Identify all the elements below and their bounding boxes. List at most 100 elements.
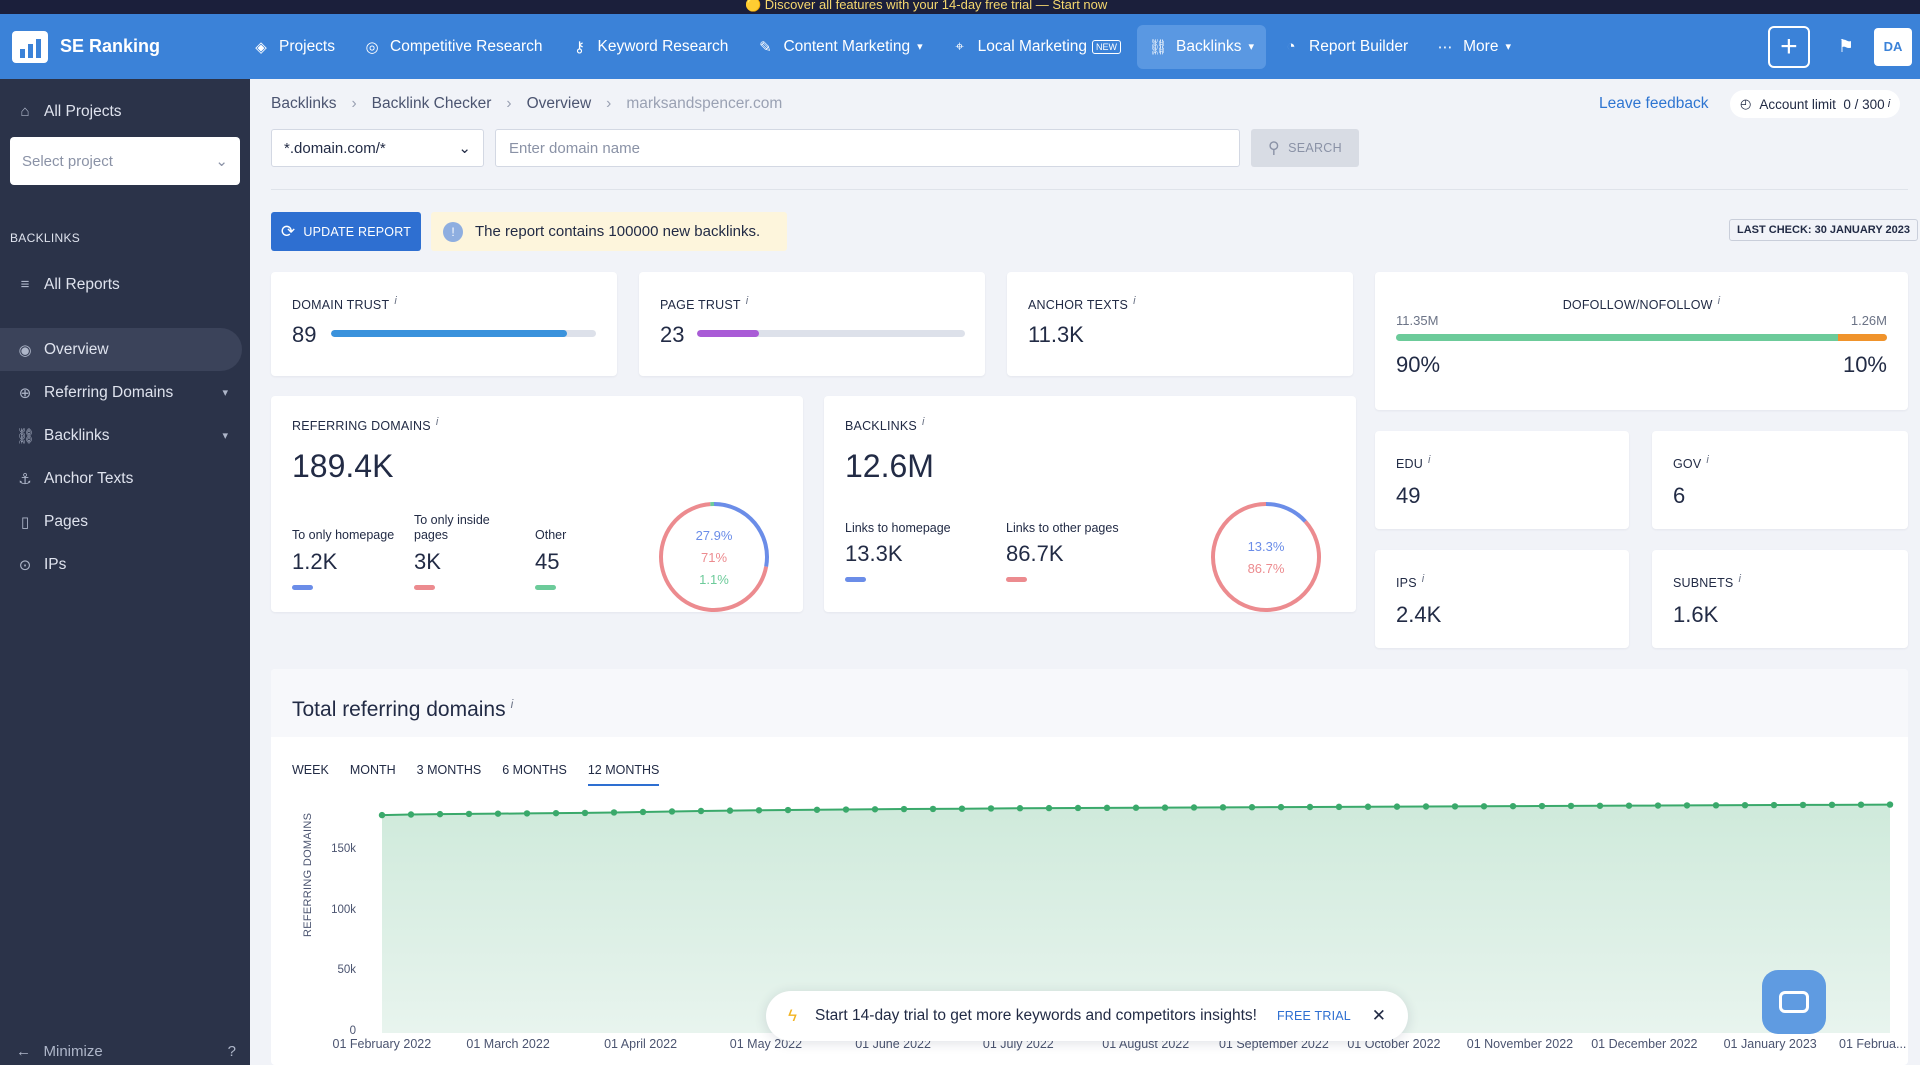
- chart-data-point[interactable]: [958, 805, 966, 812]
- info-icon[interactable]: i: [1428, 454, 1431, 466]
- chart-data-point[interactable]: [1219, 804, 1227, 811]
- chart-data-point[interactable]: [1625, 802, 1633, 809]
- chart-data-point[interactable]: [1016, 805, 1024, 812]
- chart-data-point[interactable]: [1857, 801, 1865, 808]
- chart-data-point[interactable]: [378, 811, 386, 819]
- chart-data-point[interactable]: [1306, 803, 1314, 811]
- chart-data-point[interactable]: [1480, 803, 1488, 810]
- tab-3-months[interactable]: 3 MONTHS: [416, 763, 482, 777]
- chart-data-point[interactable]: [726, 807, 734, 814]
- add-button[interactable]: +: [1767, 25, 1810, 68]
- nav-keyword-research[interactable]: ⚷ Keyword Research: [558, 25, 740, 69]
- info-icon[interactable]: i: [1133, 295, 1136, 307]
- sidebar-item-ips[interactable]: ⊙ IPs: [0, 543, 250, 586]
- chart-data-point[interactable]: [1712, 802, 1720, 809]
- chart-data-point[interactable]: [494, 810, 502, 817]
- chart-data-point[interactable]: [581, 809, 589, 817]
- chart-data-point[interactable]: [1799, 801, 1807, 809]
- flag-icon[interactable]: ⚑: [1837, 36, 1854, 56]
- info-icon[interactable]: i: [1421, 573, 1425, 585]
- chart-data-point[interactable]: [1422, 803, 1430, 810]
- chart-data-point[interactable]: [1074, 804, 1082, 812]
- chart-data-point[interactable]: [1248, 804, 1256, 811]
- chart-data-point[interactable]: [1741, 801, 1749, 809]
- free-trial-link[interactable]: FREE TRIAL: [1276, 1009, 1351, 1023]
- info-icon[interactable]: i: [1887, 98, 1891, 110]
- nav-local-marketing[interactable]: ⌖ Local Marketing NEW: [939, 25, 1133, 69]
- sidebar-all-reports[interactable]: ≡ All Reports: [0, 263, 250, 306]
- sidebar-item-backlinks[interactable]: ⛓ Backlinks ▾: [0, 414, 250, 457]
- chart-data-point[interactable]: [552, 809, 560, 817]
- chart-data-point[interactable]: [929, 805, 937, 813]
- chart-data-point[interactable]: [1161, 804, 1169, 811]
- avatar[interactable]: DA: [1874, 27, 1912, 66]
- info-icon[interactable]: i: [745, 295, 749, 307]
- chart-data-point[interactable]: [1335, 803, 1343, 811]
- breadcrumb-item[interactable]: Backlink Checker: [371, 95, 492, 112]
- sidebar-item-pages[interactable]: ▯ Pages: [0, 500, 250, 543]
- chart-data-point[interactable]: [1190, 804, 1198, 811]
- chart-data-point[interactable]: [1103, 804, 1111, 812]
- info-icon[interactable]: i: [921, 416, 925, 428]
- chart-data-point[interactable]: [1277, 803, 1285, 811]
- chart-data-point[interactable]: [842, 806, 850, 813]
- domain-input[interactable]: [495, 129, 1240, 167]
- chart-data-point[interactable]: [407, 811, 415, 818]
- nav-content-marketing[interactable]: ✎ Content Marketing ▾: [744, 25, 934, 69]
- breadcrumb-item[interactable]: Backlinks: [271, 95, 337, 112]
- tab-month[interactable]: MONTH: [349, 763, 396, 777]
- sidebar-item-overview[interactable]: ◉ Overview: [0, 328, 242, 371]
- promo-text[interactable]: 🟡 Discover all features with your 14-day…: [745, 0, 1108, 12]
- domain-mode-select[interactable]: *.domain.com/* ⌄: [271, 129, 484, 167]
- chart-data-point[interactable]: [871, 806, 879, 813]
- help-icon[interactable]: ?: [227, 1043, 236, 1060]
- info-icon[interactable]: i: [1738, 573, 1742, 585]
- chart-data-point[interactable]: [639, 808, 647, 816]
- chart-data-point[interactable]: [1045, 804, 1053, 812]
- account-limit[interactable]: ◴ Account limit 0 / 300 i: [1730, 90, 1901, 118]
- nav-competitive-research[interactable]: ◎ Competitive Research: [351, 25, 554, 69]
- chart-data-point[interactable]: [1828, 801, 1836, 809]
- chart-data-point[interactable]: [1538, 802, 1546, 810]
- nav-more[interactable]: ⋯ More ▾: [1424, 25, 1523, 69]
- chart-data-point[interactable]: [755, 807, 763, 814]
- chart-data-point[interactable]: [1886, 801, 1894, 808]
- info-icon[interactable]: i: [1717, 295, 1721, 307]
- chart-data-point[interactable]: [1770, 801, 1778, 809]
- info-icon[interactable]: i: [394, 295, 397, 307]
- breadcrumb-item[interactable]: Overview: [526, 95, 592, 112]
- close-icon[interactable]: ✕: [1371, 1006, 1386, 1025]
- chart-data-point[interactable]: [1567, 802, 1575, 810]
- chart-data-point[interactable]: [1654, 802, 1662, 809]
- chart-data-point[interactable]: [697, 807, 705, 815]
- chart-data-point[interactable]: [436, 810, 444, 818]
- chart-data-point[interactable]: [1683, 802, 1691, 809]
- project-select[interactable]: Select project ⌄: [10, 137, 240, 185]
- sidebar-item-anchor-texts[interactable]: ⚓ Anchor Texts: [0, 457, 250, 500]
- nav-backlinks[interactable]: ⛓ Backlinks ▾: [1137, 24, 1267, 69]
- chart-data-point[interactable]: [1393, 803, 1401, 810]
- sidebar-item-referring-domains[interactable]: ⊕ Referring Domains ▾: [0, 371, 250, 414]
- chart-data-point[interactable]: [813, 806, 821, 813]
- chart-data-point[interactable]: [1596, 802, 1604, 809]
- info-icon[interactable]: i: [1706, 454, 1710, 466]
- app-logo[interactable]: SE Ranking: [0, 30, 240, 63]
- nav-projects[interactable]: ◈ Projects: [240, 25, 347, 69]
- search-button[interactable]: ⚲ SEARCH: [1251, 129, 1359, 167]
- chart-data-point[interactable]: [987, 805, 995, 812]
- chart-data-point[interactable]: [465, 810, 473, 818]
- tab-12-months[interactable]: 12 MONTHS: [587, 763, 660, 786]
- tab-6-months[interactable]: 6 MONTHS: [502, 763, 567, 777]
- update-report-button[interactable]: ⟳ UPDATE REPORT: [271, 212, 421, 251]
- chart-data-point[interactable]: [1509, 802, 1517, 810]
- sidebar-all-projects[interactable]: ⌂ All Projects: [0, 90, 250, 133]
- promo-strip[interactable]: 🟡 Discover all features with your 14-day…: [0, 0, 1920, 14]
- sidebar-minimize[interactable]: ← Minimize?: [16, 1043, 236, 1065]
- info-icon[interactable]: i: [510, 697, 514, 711]
- tab-week[interactable]: WEEK: [292, 763, 329, 777]
- chat-button[interactable]: [1762, 970, 1826, 1034]
- leave-feedback-link[interactable]: Leave feedback: [1599, 95, 1709, 112]
- chart-data-point[interactable]: [668, 808, 676, 815]
- chart-data-point[interactable]: [1132, 804, 1140, 811]
- chart-data-point[interactable]: [784, 806, 792, 814]
